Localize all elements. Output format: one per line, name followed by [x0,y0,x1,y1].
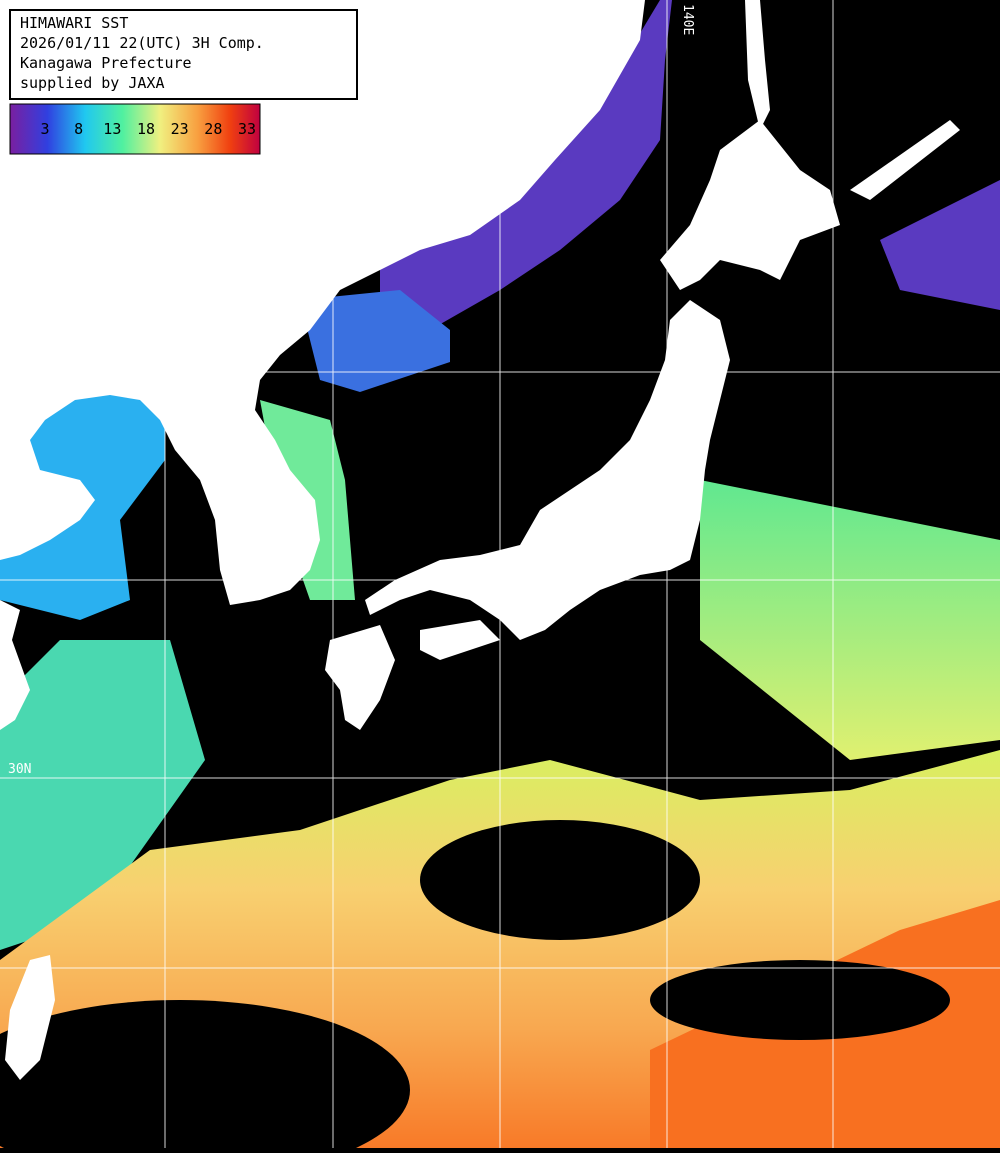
header-line: HIMAWARI SST [20,14,128,32]
sst-cold-band [380,0,672,340]
colorbar-label: 18 [137,120,155,138]
lat-label: 40N [10,356,33,371]
sst-north-pacific [880,180,1000,310]
colorbar-label: 13 [103,120,121,138]
header-line: Kanagawa Prefecture [20,54,192,72]
sst-blue [300,290,450,392]
colorbar-label: 23 [171,120,189,138]
colorbar-label: 33 [238,120,256,138]
sst-east [700,480,1000,760]
lon-label: 140E [680,4,695,35]
colorbar [9,103,261,155]
header-line: supplied by JAXA [20,74,165,92]
colorbar-label: 28 [204,120,222,138]
header: HIMAWARI SST 2026/01/11 22(UTC) 3H Comp. K… [20,14,264,92]
cloud [0,1000,410,1153]
sst-east-china-sea [0,640,205,950]
cloud [420,820,700,940]
header-box [9,9,358,100]
cloud [650,960,950,1040]
lat-label: 30N [8,762,31,777]
header-line: 2026/01/11 22(UTC) 3H Comp. [20,34,264,52]
colorbar-label: 3 [40,120,49,138]
colorbar-labels: 3 8 13 18 23 28 33 [40,120,256,138]
colorbar-label: 8 [74,120,83,138]
